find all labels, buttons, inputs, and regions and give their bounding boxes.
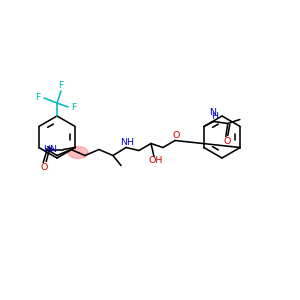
Text: F: F	[35, 94, 41, 103]
Text: F: F	[71, 103, 77, 112]
Text: H: H	[211, 112, 218, 121]
Text: OH: OH	[149, 156, 163, 165]
Text: O: O	[40, 163, 48, 172]
Ellipse shape	[68, 146, 88, 158]
Text: N: N	[209, 108, 216, 117]
Text: O: O	[223, 137, 230, 146]
Text: O: O	[172, 131, 180, 140]
Text: F: F	[58, 80, 64, 89]
Text: NH: NH	[120, 138, 134, 147]
Text: HN: HN	[43, 145, 57, 154]
